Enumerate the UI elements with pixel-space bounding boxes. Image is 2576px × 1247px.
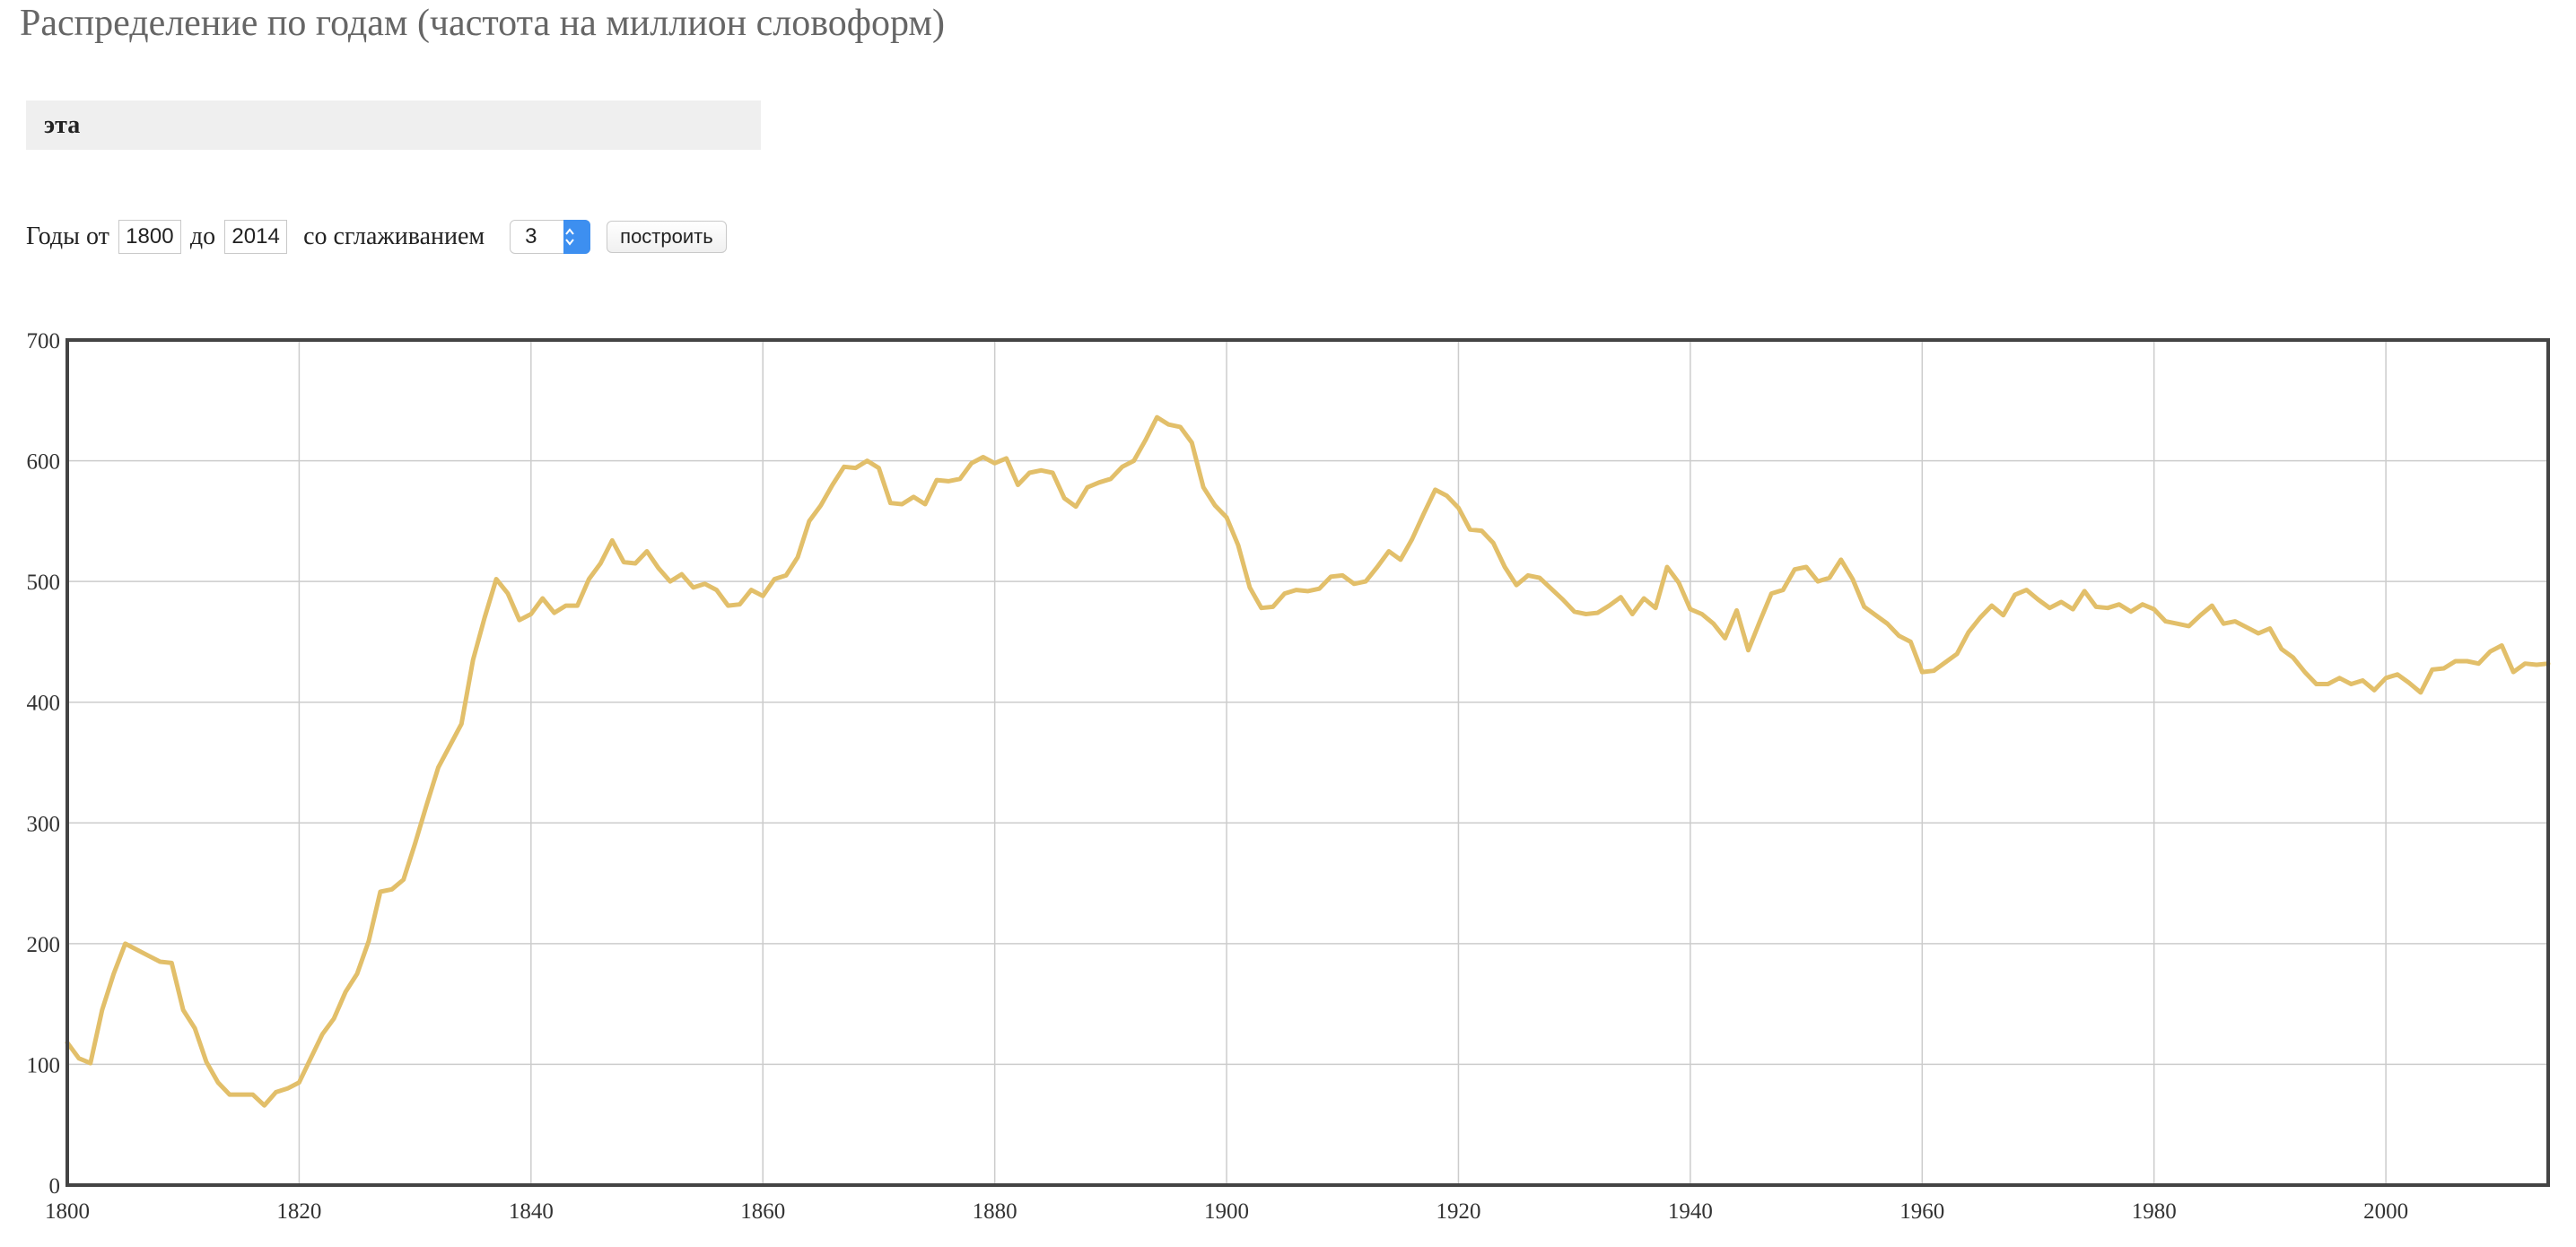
select-arrows-icon xyxy=(563,220,591,254)
x-tick-label: 1900 xyxy=(1204,1199,1249,1224)
smoothing-select[interactable]: 3 xyxy=(510,220,591,254)
y-tick-label: 700 xyxy=(27,329,61,353)
y-tick-label: 600 xyxy=(27,450,61,475)
page-title: Распределение по годам (частота на милли… xyxy=(20,3,945,44)
series-line xyxy=(65,414,2551,1108)
x-tick-label: 1940 xyxy=(1668,1199,1713,1224)
y-tick-label: 0 xyxy=(49,1174,61,1199)
y-tick-label: 300 xyxy=(27,812,61,836)
year-to-label: до xyxy=(189,222,216,250)
x-tick-label: 1980 xyxy=(2132,1199,2177,1224)
controls-row: Годы от до со сглаживанием 3 построить xyxy=(26,219,727,255)
smoothing-label: со сглаживанием xyxy=(303,222,485,250)
year-to-input[interactable] xyxy=(224,220,288,254)
query-text: эта xyxy=(44,111,81,139)
x-tick-label: 1840 xyxy=(509,1199,554,1224)
y-tick-label: 100 xyxy=(27,1053,61,1077)
years-from-label: Годы от xyxy=(26,222,109,250)
x-tick-label: 1880 xyxy=(973,1199,1017,1224)
y-tick-label: 500 xyxy=(27,571,61,595)
plot-frame xyxy=(65,338,2550,1187)
axis-ticks: 1800 1820 1840 1860 1880 1900 1920 1940 1960 1980… xyxy=(27,329,2409,1224)
x-tick-label: 1800 xyxy=(45,1199,90,1224)
year-from-input[interactable] xyxy=(118,220,181,254)
x-tick-label: 1960 xyxy=(1899,1199,1944,1224)
build-button[interactable]: построить xyxy=(607,221,727,253)
x-tick-label: 2000 xyxy=(2363,1199,2408,1224)
x-tick-label: 1820 xyxy=(276,1199,321,1224)
x-tick-label: 1920 xyxy=(1436,1199,1480,1224)
query-field[interactable]: эта xyxy=(26,100,761,150)
grid xyxy=(66,339,2548,1186)
y-tick-label: 400 xyxy=(27,692,61,716)
y-tick-label: 200 xyxy=(27,933,61,957)
smoothing-value: 3 xyxy=(525,224,537,249)
x-tick-label: 1860 xyxy=(740,1199,785,1224)
